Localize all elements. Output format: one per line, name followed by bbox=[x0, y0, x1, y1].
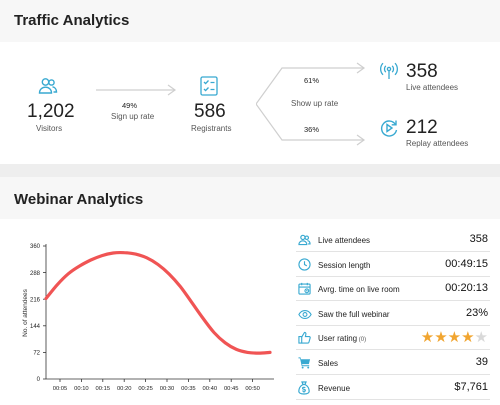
visitors-icon bbox=[38, 77, 58, 95]
checklist-icon bbox=[200, 76, 218, 96]
x-tick-label: 00:25 bbox=[138, 386, 153, 392]
metric-value: 358 bbox=[469, 233, 488, 245]
traffic-title: Traffic Analytics bbox=[14, 12, 130, 29]
metric-value: $7,761 bbox=[454, 380, 488, 393]
broadcast-icon bbox=[379, 62, 399, 80]
registrants-value: 586 bbox=[194, 101, 226, 122]
x-tick-label: 00:50 bbox=[245, 386, 260, 392]
live-label: Live attendees bbox=[406, 83, 459, 92]
clock-icon bbox=[298, 257, 311, 276]
y-tick-label: 360 bbox=[30, 244, 41, 250]
eye-icon bbox=[298, 307, 312, 325]
cart-icon bbox=[298, 356, 311, 374]
signup-label: Sign up rate bbox=[111, 112, 155, 121]
x-tick-label: 00:30 bbox=[160, 386, 175, 392]
attendees-icon bbox=[298, 233, 311, 251]
thumbs-up-icon bbox=[298, 331, 311, 349]
user-rating-stars: ★★★★★ bbox=[421, 330, 488, 345]
x-tick-label: 00:20 bbox=[117, 386, 132, 392]
metric-label: Session length bbox=[318, 260, 371, 270]
star-icon: ★ bbox=[474, 329, 488, 347]
registrants-label: Registrants bbox=[191, 124, 232, 133]
metric-row: Sales 39 bbox=[296, 351, 490, 375]
showup-replay-pct: 36% bbox=[304, 125, 320, 134]
metric-label: User rating (0) bbox=[318, 334, 367, 344]
x-tick-label: 00:10 bbox=[74, 386, 89, 392]
metric-label: Sales bbox=[318, 359, 339, 368]
y-tick-label: 144 bbox=[30, 324, 41, 330]
metric-label: Revenue bbox=[318, 383, 351, 393]
metric-row: Avrg. time on live room 00:20:13 bbox=[296, 277, 490, 302]
x-tick-label: 00:45 bbox=[224, 386, 239, 392]
metric-value: 39 bbox=[475, 356, 488, 368]
metric-row: Revenue $7,761 bbox=[296, 376, 490, 400]
replay-value: 212 bbox=[406, 117, 438, 138]
star-icon: ★ bbox=[420, 329, 435, 347]
replay-label: Replay attendees bbox=[406, 139, 469, 148]
showup-arrows bbox=[256, 62, 366, 146]
rating-count: (0) bbox=[357, 337, 367, 344]
metric-label: Live attendees bbox=[318, 236, 371, 245]
metric-row: User rating (0) ★★★★★ bbox=[296, 326, 490, 351]
x-tick-label: 00:35 bbox=[181, 386, 196, 392]
y-tick-label: 72 bbox=[33, 351, 40, 357]
metric-label: Saw the full webinar bbox=[318, 309, 390, 319]
y-tick-label: 288 bbox=[30, 271, 41, 277]
replay-icon bbox=[379, 118, 399, 138]
star-icon: ★ bbox=[434, 329, 448, 347]
calendar-icon bbox=[298, 282, 311, 300]
webinar-title: Webinar Analytics bbox=[14, 191, 144, 208]
webinar-card: 0 72 144 216 288 360 00:05 00:10 00:15 00:20 00:25… bbox=[0, 219, 500, 405]
metric-label: Avrg. time on live room bbox=[318, 285, 400, 295]
metric-row: Saw the full webinar 23% bbox=[296, 302, 490, 326]
money-bag-icon bbox=[298, 380, 310, 400]
metric-value: 23% bbox=[465, 306, 488, 319]
live-value: 358 bbox=[406, 61, 438, 82]
y-tick-label: 216 bbox=[30, 297, 41, 303]
metric-value: 00:20:13 bbox=[445, 282, 488, 295]
webinar-header: Webinar Analytics bbox=[0, 177, 500, 219]
showup-live-pct: 61% bbox=[304, 76, 320, 85]
y-tick-label: 0 bbox=[37, 377, 41, 383]
star-icon: ★ bbox=[461, 329, 475, 347]
x-tick-label: 00:05 bbox=[53, 386, 68, 392]
signup-pct: 49% bbox=[122, 101, 138, 110]
x-tick-label: 00:40 bbox=[203, 386, 218, 392]
metric-row: Session length 00:49:15 bbox=[296, 253, 490, 277]
x-tick-label: 00:15 bbox=[96, 386, 111, 392]
visitors-label: Visitors bbox=[36, 124, 63, 133]
traffic-header: Traffic Analytics bbox=[0, 0, 500, 42]
traffic-card: 1,202 Visitors 49% Sign up rate 586 Regi… bbox=[0, 42, 500, 164]
attendees-line bbox=[44, 250, 272, 355]
metric-value: 00:49:15 bbox=[445, 257, 488, 270]
showup-label: Show up rate bbox=[291, 99, 339, 108]
visitors-value: 1,202 bbox=[27, 101, 75, 122]
signup-arrow bbox=[96, 84, 177, 96]
attendees-chart: 0 72 144 216 288 360 00:05 00:10 00:15 00:20 00:25… bbox=[22, 244, 274, 392]
y-axis-label: No. of attendees bbox=[22, 288, 29, 336]
star-icon: ★ bbox=[447, 329, 462, 347]
metric-row: Live attendees 358 bbox=[296, 228, 490, 252]
